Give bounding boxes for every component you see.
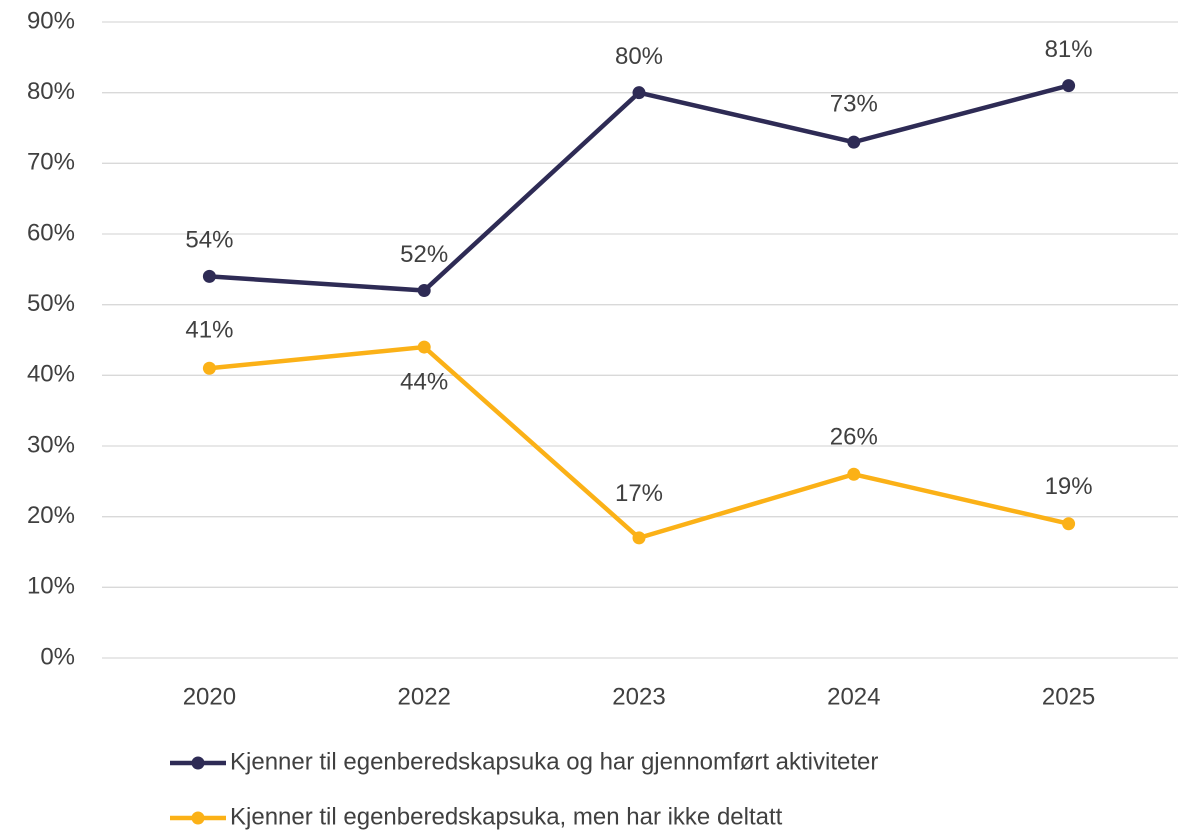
- y-tick-label: 70%: [27, 149, 75, 176]
- legend-marker: [191, 811, 205, 825]
- data-label: 44%: [400, 368, 448, 395]
- y-tick-label: 10%: [27, 573, 75, 600]
- data-label: 81%: [1045, 36, 1093, 63]
- data-point: [1062, 517, 1076, 531]
- data-point: [632, 86, 646, 100]
- y-tick-label: 50%: [27, 290, 75, 317]
- y-tick-label: 60%: [27, 219, 75, 246]
- data-point: [417, 284, 431, 298]
- x-tick-label: 2023: [612, 683, 665, 710]
- data-point: [417, 340, 431, 354]
- data-label: 26%: [830, 424, 878, 451]
- y-tick-label: 20%: [27, 502, 75, 529]
- x-tick-label: 2024: [827, 683, 880, 710]
- x-tick-label: 2020: [183, 683, 236, 710]
- y-tick-label: 30%: [27, 431, 75, 458]
- data-label: 41%: [185, 317, 233, 344]
- data-label: 19%: [1045, 473, 1093, 500]
- data-point: [202, 361, 216, 375]
- series-line: [209, 83, 1070, 293]
- data-point: [847, 135, 861, 149]
- legend-label: Kjenner til egenberedskapsuka, men har i…: [230, 803, 783, 830]
- data-label: 17%: [615, 480, 663, 507]
- y-tick-label: 0%: [40, 643, 75, 670]
- data-label: 54%: [185, 227, 233, 254]
- data-point: [1062, 79, 1076, 93]
- legend-label: Kjenner til egenberedskapsuka og har gje…: [230, 748, 878, 775]
- data-label: 80%: [615, 43, 663, 70]
- x-tick-label: 2022: [398, 683, 451, 710]
- y-tick-label: 40%: [27, 361, 75, 388]
- data-point: [632, 531, 646, 545]
- legend-marker: [191, 756, 205, 770]
- data-point: [847, 467, 861, 481]
- x-tick-label: 2025: [1042, 683, 1095, 710]
- data-label: 73%: [830, 90, 878, 117]
- y-tick-label: 80%: [27, 78, 75, 105]
- y-tick-label: 90%: [27, 7, 75, 34]
- data-label: 52%: [400, 241, 448, 268]
- data-point: [202, 269, 216, 283]
